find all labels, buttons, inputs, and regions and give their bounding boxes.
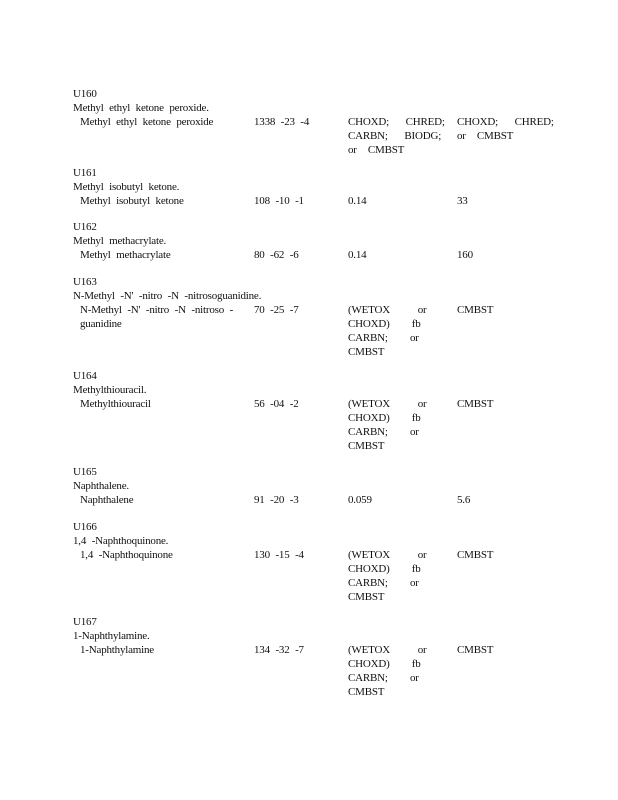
wastewater-standard: CHOXD) fb (348, 412, 421, 424)
waste-description: Methyl isobutyl ketone. (73, 181, 180, 193)
constituent-name: 1-Naphthylamine (80, 644, 154, 656)
wastewater-standard: (WETOX or (348, 644, 427, 656)
wastewater-standard: 0.14 (348, 195, 367, 207)
nonwastewater-standard: 160 (457, 249, 473, 261)
nonwastewater-standard: CMBST (457, 304, 494, 316)
waste-code: U161 (73, 167, 97, 179)
waste-description: N-Methyl -N' -nitro -N -nitrosoguanidine… (73, 290, 262, 302)
waste-description: Methylthiouracil. (73, 384, 147, 396)
nonwastewater-standard: 5.6 (457, 494, 471, 506)
cas-number: 70 -25 -7 (254, 304, 299, 316)
nonwastewater-standard: CMBST (457, 644, 494, 656)
wastewater-standard: (WETOX or (348, 398, 427, 410)
cas-number: 80 -62 -6 (254, 249, 299, 261)
wastewater-standard: CARBN; or (348, 577, 419, 589)
wastewater-standard: CMBST (348, 591, 385, 603)
cas-number: 130 -15 -4 (254, 549, 304, 561)
wastewater-standard: (WETOX or (348, 549, 427, 561)
constituent-name: Methyl methacrylate (80, 249, 171, 261)
constituent-name: Methyl ethyl ketone peroxide (80, 116, 214, 128)
nonwastewater-standard: CMBST (457, 398, 494, 410)
wastewater-standard: CMBST (348, 346, 385, 358)
nonwastewater-standard: or CMBST (457, 130, 514, 142)
wastewater-standard: CARBN; or (348, 672, 419, 684)
waste-description: Methyl methacrylate. (73, 235, 167, 247)
cas-number: 56 -04 -2 (254, 398, 299, 410)
nonwastewater-standard: 33 (457, 195, 468, 207)
wastewater-standard: CHOXD) fb (348, 318, 421, 330)
wastewater-standard: CARBN; or (348, 332, 419, 344)
wastewater-standard: (WETOX or (348, 304, 427, 316)
cas-number: 91 -20 -3 (254, 494, 299, 506)
wastewater-standard: 0.059 (348, 494, 372, 506)
wastewater-standard: CHOXD; CHRED; (348, 116, 445, 128)
waste-code: U160 (73, 88, 97, 100)
waste-code: U165 (73, 466, 97, 478)
wastewater-standard: CHOXD) fb (348, 658, 421, 670)
waste-code: U166 (73, 521, 97, 533)
waste-description: Methyl ethyl ketone peroxide. (73, 102, 209, 114)
waste-description: 1-Naphthylamine. (73, 630, 150, 642)
constituent-name: 1,4 -Naphthoquinone (80, 549, 173, 561)
constituent-name: Methylthiouracil (80, 398, 151, 410)
wastewater-standard: CARBN; BIODG; (348, 130, 442, 142)
waste-code: U163 (73, 276, 97, 288)
wastewater-standard: or CMBST (348, 144, 405, 156)
wastewater-standard: 0.14 (348, 249, 367, 261)
nonwastewater-standard: CHOXD; CHRED; (457, 116, 554, 128)
constituent-name: Naphthalene (80, 494, 134, 506)
waste-code: U167 (73, 616, 97, 628)
waste-description: 1,4 -Naphthoquinone. (73, 535, 169, 547)
nonwastewater-standard: CMBST (457, 549, 494, 561)
cas-number: 1338 -23 -4 (254, 116, 310, 128)
constituent-name: guanidine (80, 318, 122, 330)
waste-code: U162 (73, 221, 97, 233)
cas-number: 108 -10 -1 (254, 195, 304, 207)
cas-number: 134 -32 -7 (254, 644, 304, 656)
waste-code: U164 (73, 370, 97, 382)
wastewater-standard: CMBST (348, 440, 385, 452)
wastewater-standard: CARBN; or (348, 426, 419, 438)
wastewater-standard: CMBST (348, 686, 385, 698)
constituent-name: N-Methyl -N' -nitro -N -nitroso - (80, 304, 234, 316)
wastewater-standard: CHOXD) fb (348, 563, 421, 575)
constituent-name: Methyl isobutyl ketone (80, 195, 184, 207)
waste-description: Naphthalene. (73, 480, 129, 492)
